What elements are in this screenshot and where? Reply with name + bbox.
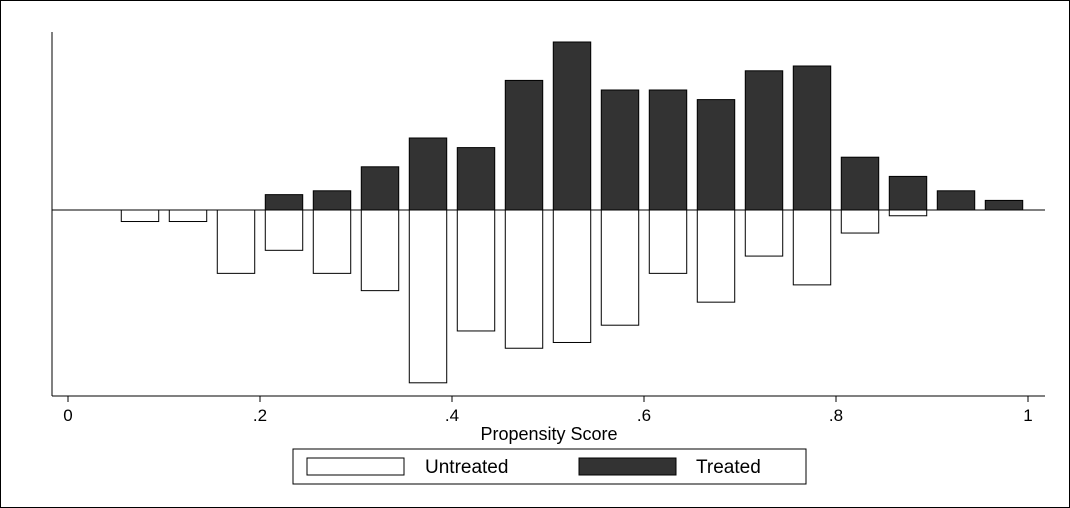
untreated-bars xyxy=(120,209,928,384)
treated-bar-13 xyxy=(744,70,784,211)
treated-bar-5 xyxy=(360,166,400,211)
untreated-bar-7 xyxy=(456,209,496,332)
untreated-bar-1 xyxy=(168,209,208,223)
x-tick-label-4: .8 xyxy=(829,406,843,425)
untreated-bar-3 xyxy=(264,209,304,251)
untreated-bar-12 xyxy=(696,209,736,303)
untreated-bar-15 xyxy=(840,209,880,234)
untreated-bar-10 xyxy=(600,209,640,326)
x-tick-label-5: 1 xyxy=(1023,406,1032,425)
treated-bar-14 xyxy=(792,65,832,211)
untreated-bar-5 xyxy=(360,209,400,292)
treated-bar-4 xyxy=(312,190,352,211)
treated-bar-8 xyxy=(504,79,544,211)
untreated-bar-2 xyxy=(216,209,256,274)
x-tick-label-2: .4 xyxy=(445,406,459,425)
treated-bar-3 xyxy=(264,194,304,211)
legend-swatch-untreated xyxy=(306,457,405,476)
treated-bar-17 xyxy=(936,190,976,211)
treated-bar-9 xyxy=(552,41,592,211)
untreated-bar-9 xyxy=(552,209,592,343)
untreated-bar-6 xyxy=(408,209,448,384)
x-tick-label-3: .6 xyxy=(637,406,651,425)
legend-label-treated: Treated xyxy=(696,457,761,478)
untreated-bar-8 xyxy=(504,209,544,349)
untreated-bar-11 xyxy=(648,209,688,274)
x-axis-label: Propensity Score xyxy=(480,424,617,444)
x-tick-label-0: 0 xyxy=(63,406,72,425)
legend: Untreated Treated xyxy=(292,448,807,485)
x-axis-ticks: 0 .2 .4 .6 .8 1 xyxy=(63,396,1033,425)
untreated-bar-16 xyxy=(888,209,928,217)
untreated-bar-13 xyxy=(744,209,784,257)
treated-bar-10 xyxy=(600,89,640,211)
treated-bar-16 xyxy=(888,175,928,211)
treated-bars xyxy=(264,41,1024,211)
untreated-bar-4 xyxy=(312,209,352,274)
x-tick-label-1: .2 xyxy=(253,406,267,425)
treated-bar-6 xyxy=(408,137,448,211)
treated-bar-7 xyxy=(456,147,496,211)
legend-swatch-treated xyxy=(578,457,677,476)
treated-bar-12 xyxy=(696,99,736,211)
treated-bar-18 xyxy=(984,199,1024,211)
treated-bar-15 xyxy=(840,156,880,211)
legend-label-untreated: Untreated xyxy=(425,457,508,478)
untreated-bar-14 xyxy=(792,209,832,286)
treated-bar-11 xyxy=(648,89,688,211)
untreated-bar-0 xyxy=(120,209,160,223)
